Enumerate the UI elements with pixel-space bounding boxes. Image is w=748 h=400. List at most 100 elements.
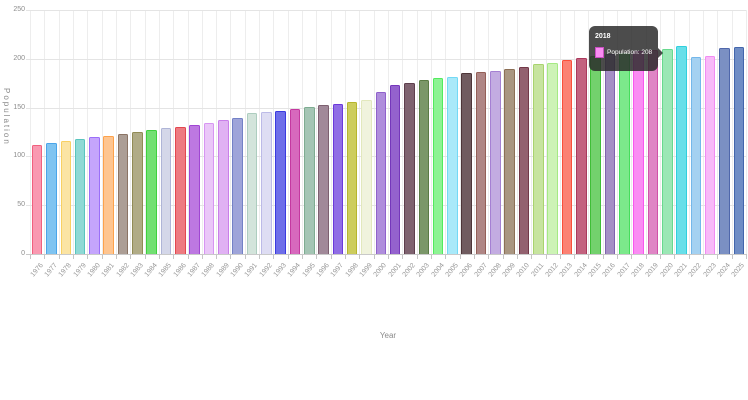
bar-1988[interactable] xyxy=(203,123,215,254)
x-tick-label: 1996 xyxy=(315,262,331,279)
bar-1996[interactable] xyxy=(318,104,329,254)
bar-1989[interactable] xyxy=(218,120,229,254)
bar-1994[interactable] xyxy=(289,108,301,254)
bar-2005[interactable] xyxy=(447,77,458,254)
bar-1976[interactable] xyxy=(31,144,43,254)
bar-2002[interactable] xyxy=(404,83,415,254)
x-tick-label: 1988 xyxy=(200,262,217,279)
x-tick-label: 2013 xyxy=(558,262,575,279)
x-tick-label: 1986 xyxy=(172,262,188,279)
x-tick-label: 1984 xyxy=(143,262,160,279)
bar-2003[interactable] xyxy=(418,80,430,254)
x-axis-tick xyxy=(516,254,518,259)
x-axis-tick xyxy=(416,254,418,259)
bar-1992[interactable] xyxy=(260,112,272,254)
bar-1985[interactable] xyxy=(160,128,172,254)
x-axis-tick xyxy=(187,254,189,259)
vertical-gridline xyxy=(144,10,146,254)
tooltip: 2018 Population: 208 xyxy=(589,26,664,71)
x-axis-tick xyxy=(287,254,289,259)
x-axis-tick xyxy=(574,254,576,259)
bar-2012[interactable] xyxy=(547,62,558,254)
x-axis-tick xyxy=(645,254,647,259)
vertical-gridline xyxy=(445,10,447,254)
x-axis-tick xyxy=(430,254,432,259)
bar-1982[interactable] xyxy=(117,133,129,254)
bar-1977[interactable] xyxy=(46,142,57,254)
x-axis-tick xyxy=(731,254,733,259)
x-tick-label: 1999 xyxy=(358,262,374,279)
bar-1995[interactable] xyxy=(303,106,315,254)
vertical-gridline xyxy=(602,10,604,254)
bar-2017[interactable] xyxy=(618,52,630,254)
vertical-gridline xyxy=(302,10,304,254)
horizontal-gridline xyxy=(26,10,746,11)
y-tick-label: 100 xyxy=(13,152,25,160)
x-axis-tick xyxy=(559,254,561,259)
vertical-gridline xyxy=(703,10,705,254)
x-axis-tick xyxy=(545,254,547,259)
vertical-gridline xyxy=(44,10,46,254)
bar-2001[interactable] xyxy=(389,85,401,254)
vertical-gridline xyxy=(72,10,74,254)
x-axis-tick xyxy=(602,254,604,259)
bar-1991[interactable] xyxy=(246,113,258,254)
bar-2018[interactable] xyxy=(633,50,644,254)
bar-2008[interactable] xyxy=(490,70,501,254)
bar-1984[interactable] xyxy=(146,130,157,254)
bar-1999[interactable] xyxy=(361,99,372,254)
x-tick-label: 2009 xyxy=(501,262,518,279)
bar-2021[interactable] xyxy=(676,46,687,254)
x-tick-label: 1987 xyxy=(186,262,203,279)
bar-2023[interactable] xyxy=(704,55,716,254)
x-tick-label: 1981 xyxy=(100,262,117,279)
x-tick-label: 1994 xyxy=(286,262,303,279)
x-axis-tick xyxy=(345,254,347,259)
bar-1981[interactable] xyxy=(103,135,115,254)
bar-1993[interactable] xyxy=(275,110,286,254)
bar-1979[interactable] xyxy=(74,138,86,254)
tooltip-color-swatch xyxy=(595,47,604,58)
bar-2007[interactable] xyxy=(475,72,487,254)
bar-2015[interactable] xyxy=(590,55,601,254)
x-axis-tick xyxy=(273,254,275,259)
x-tick-label: 1990 xyxy=(229,262,246,279)
bar-2014[interactable] xyxy=(576,57,587,254)
x-axis-tick xyxy=(302,254,304,259)
bar-1978[interactable] xyxy=(60,140,72,254)
bar-1983[interactable] xyxy=(132,132,143,254)
bar-2010[interactable] xyxy=(518,66,530,254)
x-axis-tick xyxy=(101,254,103,259)
bar-1997[interactable] xyxy=(332,103,344,254)
x-axis-tick xyxy=(87,254,89,259)
bar-2009[interactable] xyxy=(504,68,515,254)
bar-1987[interactable] xyxy=(189,125,200,254)
x-tick-label: 2024 xyxy=(716,262,732,279)
bar-2000[interactable] xyxy=(375,91,387,254)
bar-1986[interactable] xyxy=(175,127,186,254)
x-tick-label: 1979 xyxy=(72,262,88,279)
bar-2013[interactable] xyxy=(561,59,573,254)
bar-2022[interactable] xyxy=(690,56,702,254)
x-axis-tick xyxy=(230,254,232,259)
bar-1980[interactable] xyxy=(89,136,100,254)
bar-2020[interactable] xyxy=(661,49,673,254)
bar-2024[interactable] xyxy=(719,48,730,254)
bar-2004[interactable] xyxy=(432,78,444,254)
bar-1998[interactable] xyxy=(346,101,358,254)
bar-2025[interactable] xyxy=(733,47,745,254)
x-axis-tick xyxy=(388,254,389,259)
bar-2019[interactable] xyxy=(647,50,659,254)
vertical-gridline xyxy=(574,10,576,254)
bar-2016[interactable] xyxy=(604,53,616,254)
bar-1990[interactable] xyxy=(232,118,243,254)
x-tick-label: 2017 xyxy=(616,262,632,279)
vertical-gridline xyxy=(158,10,160,254)
bar-2006[interactable] xyxy=(461,73,473,254)
vertical-gridline xyxy=(30,10,31,254)
x-axis-tick xyxy=(44,254,46,259)
vertical-gridline xyxy=(287,10,289,254)
x-tick-label: 2004 xyxy=(430,262,446,279)
vertical-gridline xyxy=(731,10,733,254)
bar-2011[interactable] xyxy=(533,63,544,254)
